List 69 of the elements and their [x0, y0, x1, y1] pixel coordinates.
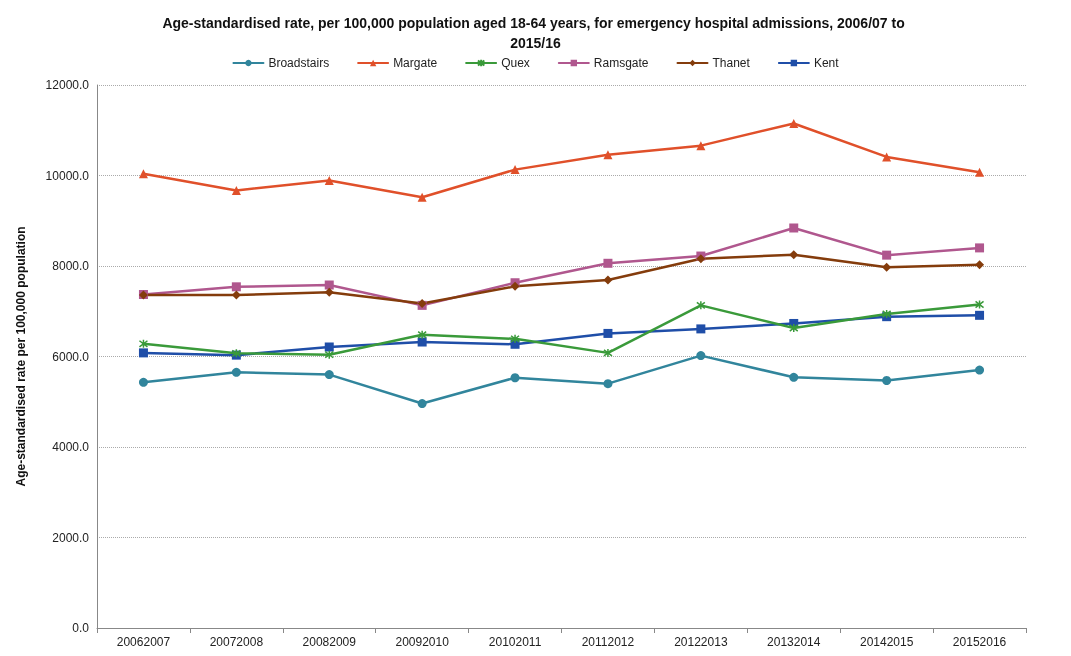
point: [231, 367, 241, 377]
point: [231, 282, 241, 292]
point: [882, 262, 892, 272]
point: [696, 300, 706, 311]
x-tick-label: 20092010: [395, 635, 450, 649]
point: [417, 337, 427, 347]
x-tick-label: 20102011: [488, 635, 542, 649]
point: [324, 349, 334, 360]
y-tick-label: 6000.0: [52, 349, 90, 364]
point: [138, 348, 148, 358]
point: [603, 258, 613, 268]
point: [603, 328, 613, 338]
point: [138, 339, 149, 349]
x-tick-label: 20062007: [116, 635, 171, 649]
point: [789, 372, 799, 382]
point: [324, 175, 334, 185]
y-tick-label: 10000.0: [45, 168, 90, 183]
y-tick-label: 8000.0: [52, 259, 90, 273]
x-tick-label: 20142015: [859, 635, 914, 649]
legend-label: Thanet: [712, 56, 751, 70]
point: [510, 373, 520, 383]
legend-label: Ramsgate: [593, 56, 649, 70]
point: [603, 150, 613, 160]
point: [882, 250, 892, 260]
y-tick-label: 2000.0: [52, 530, 90, 545]
point: [975, 243, 985, 253]
point: [603, 348, 613, 358]
point: [789, 323, 799, 333]
point: [417, 192, 427, 202]
point: [696, 141, 706, 151]
point: [789, 223, 799, 233]
x-tick-label: 20072008: [209, 635, 264, 649]
x-tick-label: 20152016: [952, 635, 1007, 649]
point: [324, 370, 334, 380]
point: [231, 185, 241, 195]
legend-label: Kent: [813, 56, 840, 70]
point: [324, 342, 334, 352]
point: [324, 287, 334, 297]
y-tick-label: 12000.0: [45, 78, 90, 92]
x-tick-label: 20132014: [767, 635, 821, 649]
point: [417, 399, 427, 409]
legend-label: Margate: [393, 56, 438, 70]
x-tick-label: 20122013: [674, 635, 728, 649]
x-tick-label: 20112012: [581, 635, 635, 649]
y-tick-label: 4000.0: [52, 440, 90, 454]
point: [975, 310, 985, 320]
point: [696, 351, 706, 361]
point: [696, 324, 706, 334]
point: [510, 334, 520, 344]
point: [882, 375, 892, 385]
point: [789, 250, 799, 260]
chart-title: Age-standardised rate, per 100,000 population aged 18-64 years, for emergency hospital admissions, 2006/07 to 2015/16: [162, 15, 909, 51]
point: [975, 365, 985, 375]
y-axis-title: Age-standardised rate per 100,000 population: [14, 226, 28, 487]
legend-label: Quex: [501, 56, 530, 70]
legend-label: Broadstairs: [268, 56, 330, 70]
point: [975, 167, 985, 177]
y-tick-label: 0.0: [72, 621, 90, 635]
point: [138, 169, 148, 179]
point: [324, 280, 334, 290]
point: [417, 330, 427, 340]
point: [603, 379, 613, 389]
point: [974, 299, 985, 310]
point: [510, 165, 520, 175]
point: [975, 260, 985, 270]
point: [789, 118, 799, 128]
point: [138, 377, 148, 387]
x-tick-label: 20082009: [302, 635, 357, 649]
point: [603, 275, 613, 285]
